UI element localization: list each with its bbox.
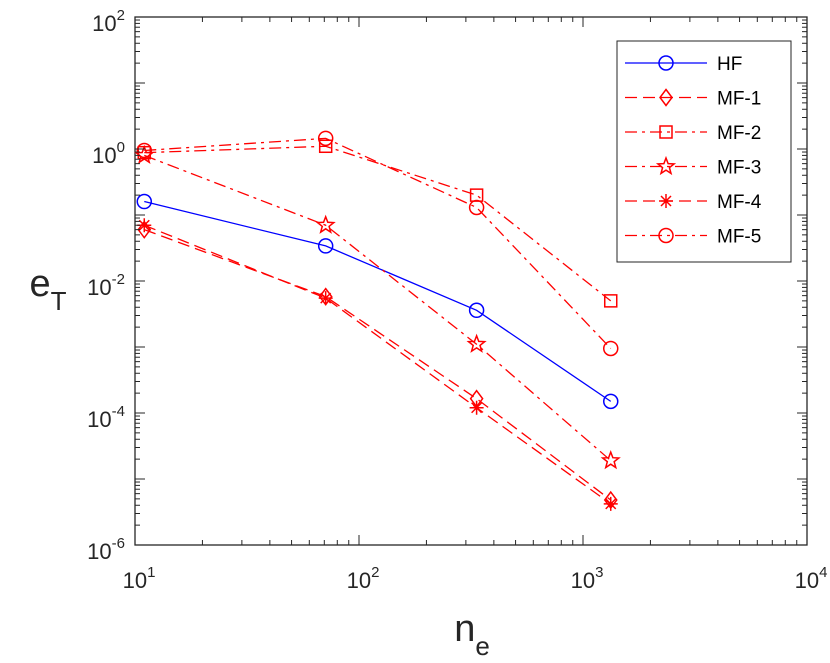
y-tick-label: 10-6: [87, 535, 125, 564]
legend-entry-mf-4: MF-4: [625, 192, 762, 213]
series-mf-4: [137, 218, 618, 511]
data-point-hf: [136, 193, 153, 210]
data-point-hf: [468, 302, 485, 319]
legend-entry-mf-2: MF-2: [625, 123, 761, 144]
legend: HF MF-1 MF-2 MF-3 MF-4 MF-5: [616, 40, 792, 263]
data-point-hf: [602, 393, 619, 410]
data-point-mf-3: [315, 214, 336, 234]
legend-entry-mf-5: MF-5: [625, 227, 761, 248]
y-tick-label: 10-4: [87, 403, 125, 432]
legend-label-mf-3: MF-3: [717, 158, 761, 179]
x-tick-label: 104: [795, 564, 828, 593]
legend-entry-hf: HF: [625, 54, 742, 75]
y-tick-label: 10-2: [87, 271, 125, 300]
legend-marker-mf-5: [658, 227, 674, 244]
tick-layer: 101 102 103 104 10-6 10-4 10-2 100 102: [87, 7, 827, 593]
legend-label-mf-1: MF-1: [717, 89, 761, 110]
legend-marker-mf-2: [659, 125, 673, 139]
legend-marker-mf-1: [659, 88, 673, 107]
data-point-mf-2: [318, 139, 333, 154]
legend-label-mf-5: MF-5: [717, 227, 761, 248]
x-tick-label: 103: [571, 564, 604, 593]
data-point-mf-5: [468, 199, 485, 216]
series-hf: [136, 193, 619, 410]
series-line-mf-4: [144, 224, 612, 505]
series-line-mf-2: [144, 145, 612, 302]
legend-box: [616, 40, 792, 263]
data-point-mf-5: [317, 130, 334, 147]
legend-label-mf-2: MF-2: [717, 123, 761, 144]
legend-marker-hf: [658, 55, 674, 71]
data-point-hf: [317, 238, 334, 254]
legend-marker-mf-3: [655, 155, 677, 176]
data-point-mf-4: [137, 218, 152, 233]
data-point-mf-5: [602, 340, 619, 357]
data-point-mf-5: [136, 142, 153, 159]
legend-entry-mf-3: MF-3: [625, 155, 761, 179]
data-point-mf-3: [466, 333, 487, 353]
y-tick-label: 100: [92, 139, 125, 168]
data-point-mf-3: [600, 449, 621, 470]
y-tick-label: 102: [92, 7, 125, 36]
y-axis-label: eT: [29, 263, 66, 316]
data-point-mf-4: [603, 496, 618, 511]
x-axis-label: ne: [454, 608, 490, 661]
data-point-mf-4: [318, 291, 333, 306]
x-tick-label: 101: [123, 564, 156, 593]
axis-labels: ne eT: [29, 263, 489, 661]
legend-label-mf-4: MF-4: [717, 192, 762, 213]
series-mf-5: [136, 130, 619, 357]
legend-entry-mf-1: MF-1: [625, 88, 761, 110]
legend-label-hf: HF: [717, 54, 742, 75]
legend-marker-mf-4: [659, 194, 673, 208]
data-point-mf-2: [603, 294, 618, 308]
series-line-mf-1: [144, 229, 612, 501]
series-line-mf-3: [144, 154, 612, 462]
series-line-hf: [144, 200, 612, 402]
x-tick-label: 102: [347, 564, 380, 593]
data-point-mf-4: [469, 400, 484, 415]
series-layer: [134, 130, 621, 511]
